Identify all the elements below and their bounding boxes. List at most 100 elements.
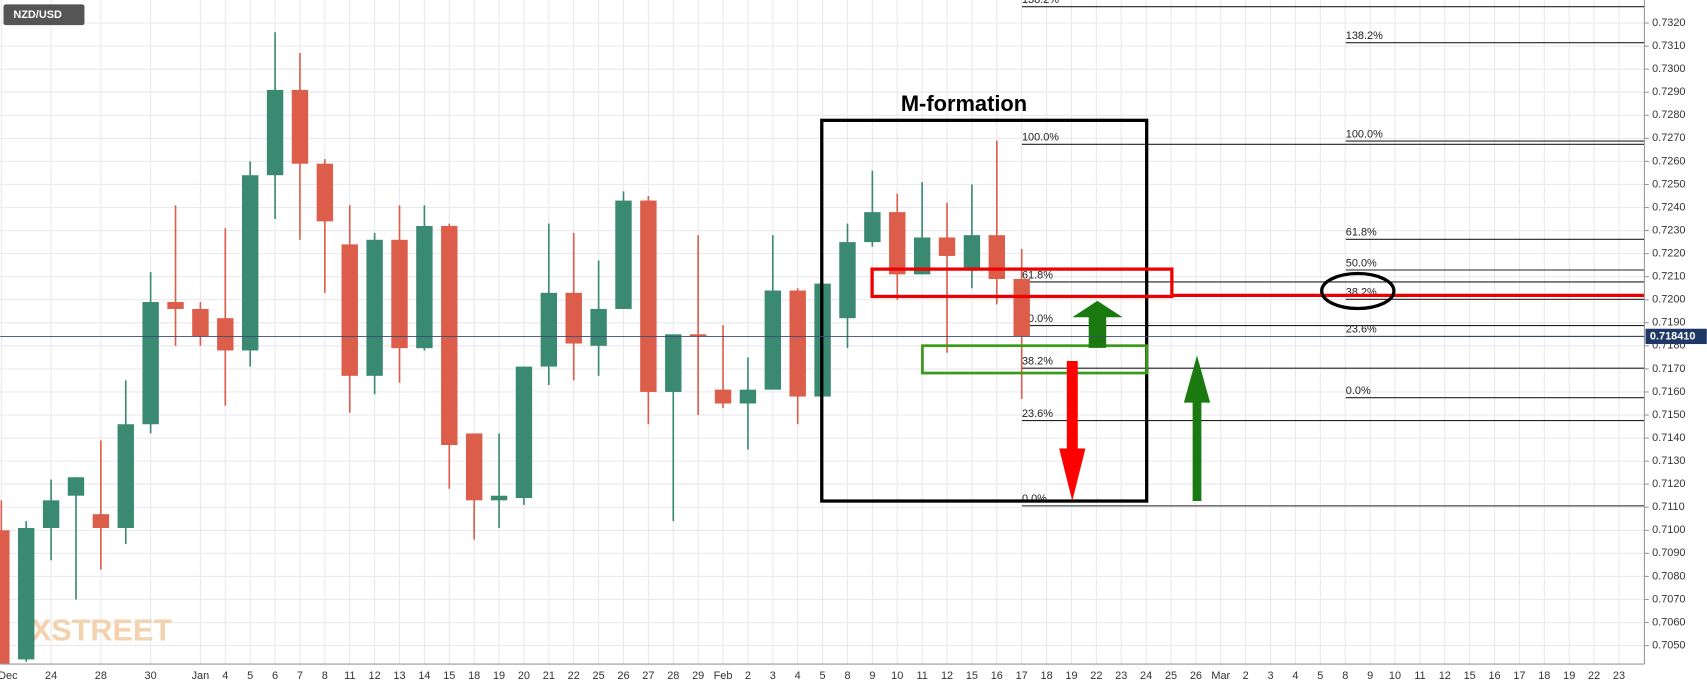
x-tick-label: 10	[1389, 670, 1401, 682]
resistance-zone	[870, 267, 1174, 299]
fib-label: 50.0%	[1346, 257, 1377, 269]
y-tick-label: 0.7070	[1652, 593, 1685, 605]
y-tick-label: 0.7090	[1652, 547, 1685, 559]
y-tick-label: 0.7100	[1652, 524, 1685, 536]
candle-body	[341, 244, 358, 376]
fib-label: 23.6%	[1022, 408, 1053, 420]
candle-body	[540, 292, 558, 367]
m-formation-box	[820, 118, 1149, 503]
candle-body	[515, 366, 533, 499]
x-tick-label: 26	[617, 670, 629, 682]
candle-body	[67, 477, 85, 496]
candle-body	[42, 500, 60, 528]
y-tick-label: 0.7060	[1652, 616, 1685, 628]
x-tick-label: 4	[1292, 670, 1298, 682]
candle-body	[490, 495, 508, 501]
x-tick-label: 18	[468, 670, 480, 682]
candle-body	[640, 200, 657, 392]
y-tick-label: 0.7150	[1652, 409, 1685, 421]
support-zone	[921, 344, 1149, 375]
candle-body	[988, 235, 1006, 279]
fib-label: 61.8%	[1346, 227, 1377, 239]
x-tick-label: 22	[1588, 670, 1600, 682]
m-formation-title: M-formation	[901, 91, 1027, 116]
candle-body	[416, 225, 433, 349]
fib-label: 61.8%	[1022, 269, 1053, 281]
x-tick-label: 8	[1342, 670, 1348, 682]
y-tick-label: 0.7050	[1652, 639, 1685, 651]
candle-body	[0, 530, 10, 665]
x-tick-label: 3	[1268, 670, 1274, 682]
y-tick-label: 0.7110	[1652, 501, 1685, 513]
candle-body	[241, 175, 259, 351]
x-tick-label: 22	[1090, 670, 1102, 682]
candle-body	[665, 334, 682, 392]
x-tick-label: 25	[1165, 670, 1177, 682]
y-tick-label: 0.7080	[1652, 570, 1685, 582]
x-tick-label: 2	[1243, 670, 1249, 682]
y-tick-label: 0.7230	[1652, 224, 1685, 236]
candle-body	[889, 212, 906, 275]
x-tick-label: 15	[966, 670, 978, 682]
x-tick-label: 24	[45, 670, 57, 682]
y-tick-label: 0.7190	[1652, 317, 1685, 329]
candle-body	[839, 242, 856, 319]
x-tick-label: 5	[1317, 670, 1323, 682]
watermark: XSTREET	[31, 613, 173, 647]
y-tick-label: 0.7320	[1652, 17, 1685, 29]
x-tick-label: 2	[745, 670, 751, 682]
y-tick-label: 0.7310	[1652, 40, 1685, 52]
x-tick-label: 11	[1414, 670, 1425, 682]
x-tick-label: 12	[1439, 670, 1451, 682]
x-tick-label: 17	[1513, 670, 1525, 682]
fib-label: 138.2%	[1022, 0, 1059, 6]
candle-body	[17, 527, 35, 660]
candle-body	[689, 334, 707, 337]
fib-label: 100.0%	[1022, 132, 1059, 144]
candle-body	[465, 433, 483, 501]
current-price-box	[1645, 328, 1707, 345]
fib-label: 138.2%	[1346, 30, 1383, 42]
candle-body	[565, 292, 582, 344]
current-price-label: 0.718410	[1650, 330, 1696, 342]
candle-body	[590, 308, 607, 346]
y-tick-label: 0.7260	[1652, 155, 1685, 167]
x-tick-label: 19	[1563, 670, 1575, 682]
y-tick-label: 0.7130	[1652, 455, 1685, 467]
x-tick-label: 23	[1613, 670, 1625, 682]
x-tick-label: 6	[272, 670, 278, 682]
x-tick-label: 16	[991, 670, 1003, 682]
candle-body	[864, 212, 881, 243]
x-tick-label: 10	[891, 670, 903, 682]
candle-body	[913, 237, 931, 275]
y-tick-label: 0.7140	[1652, 432, 1685, 444]
y-tick-label: 0.7160	[1652, 386, 1685, 398]
x-tick-label: 20	[518, 670, 530, 682]
candle-body	[217, 318, 234, 351]
fib-label: 0.0%	[1346, 385, 1371, 397]
y-tick-label: 0.7210	[1652, 271, 1685, 283]
y-tick-label: 0.7200	[1652, 294, 1685, 306]
symbol-badge	[3, 4, 85, 26]
candle-body	[963, 235, 981, 270]
x-tick-label: 26	[1190, 670, 1202, 682]
x-tick-label: 3	[770, 670, 776, 682]
x-tick-label: 11	[344, 670, 355, 682]
candle-body	[366, 239, 383, 376]
y-tick-label: 0.7270	[1652, 132, 1685, 144]
fib-label: 0.0%	[1022, 493, 1047, 505]
candle-body	[441, 225, 458, 445]
y-tick-label: 0.7300	[1652, 63, 1685, 75]
x-tick-label: 11	[916, 670, 927, 682]
x-tick-label: 14	[418, 670, 430, 682]
candle-body	[316, 163, 334, 222]
y-tick-label: 0.7290	[1652, 86, 1685, 98]
confluence-circle	[1320, 271, 1396, 311]
x-tick-label: 22	[568, 670, 580, 682]
symbol: NZD/USD	[13, 9, 62, 21]
fib-label: 23.6%	[1346, 324, 1377, 336]
up-arrow	[1183, 355, 1211, 502]
x-tick-label: 28	[667, 670, 679, 682]
